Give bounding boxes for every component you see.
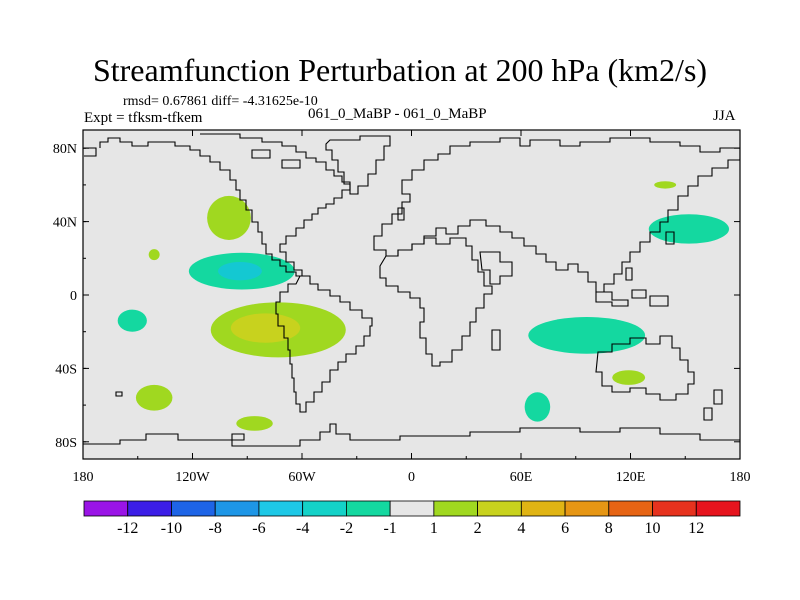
colorbar-box	[302, 500, 347, 517]
colorbar-label: 10	[645, 520, 661, 537]
colorbar-box	[127, 500, 172, 517]
colorbar-label: -4	[296, 520, 309, 537]
anomaly-southern-ocean-positive	[236, 416, 273, 431]
colorbar-label: -1	[383, 520, 396, 537]
plot-title: Streamfunction Perturbation at 200 hPa (…	[92, 52, 708, 88]
coastline-south-america	[275, 275, 373, 413]
colorbar-box	[520, 500, 566, 517]
lon-tick-label: 60E	[510, 470, 533, 485]
colorbar-box	[345, 500, 391, 517]
colorbar-box	[477, 500, 522, 517]
map-background	[83, 130, 740, 459]
coastline-japan	[625, 231, 675, 281]
coastline-arctic-islands	[84, 147, 301, 169]
anomaly-s-indian-negative	[524, 392, 551, 422]
colorbar-label: -2	[340, 520, 353, 537]
anomaly-indian-ocean-negative	[528, 317, 646, 354]
lon-tick-label: 0	[408, 470, 415, 485]
colorbar-box	[608, 500, 653, 517]
map-axes: 80N 40N 0 40S 80S 180 120W 60W 0 60E 120E 180	[53, 130, 751, 485]
anomaly-n-pacific-positive	[207, 195, 251, 240]
colorbar-box	[695, 500, 741, 517]
colorbar-box	[171, 500, 216, 517]
colorbar-box	[258, 500, 304, 517]
coastline-australia	[595, 335, 695, 401]
coastline-madagascar	[491, 329, 501, 351]
colorbar-label: -12	[117, 520, 138, 537]
colorbar-label: -8	[209, 520, 222, 537]
colorbar-label: 8	[605, 520, 613, 537]
coastline-uk	[397, 207, 405, 221]
anomaly-w-pacific-small-positive	[148, 249, 160, 261]
lat-tick-label: 40N	[53, 216, 77, 231]
lat-tick-label: 40S	[55, 362, 77, 377]
colorbar-box	[389, 500, 435, 517]
lat-tick-label: 80S	[55, 436, 77, 451]
coastline-antarctic-islands	[115, 391, 245, 441]
colorbar-box	[564, 500, 610, 517]
experiment-label: Expt = tfksm-tfkem	[84, 110, 203, 126]
lat-tick-label: 80N	[53, 142, 77, 157]
coastline-antarctica	[83, 423, 740, 447]
lon-tick-label: 180	[730, 470, 751, 485]
colorbar-box	[83, 500, 129, 517]
coastline-indonesia	[595, 289, 669, 307]
anomaly-s-pacific-small-positive	[135, 384, 173, 411]
coastline-arabia	[479, 251, 513, 285]
colorbar-box	[433, 500, 479, 517]
coastline-new-zealand	[703, 389, 723, 421]
colorbar-label: 4	[517, 520, 525, 537]
anomaly-e-asia-small-positive	[654, 181, 677, 189]
colorbar-label: -6	[252, 520, 265, 537]
colorbar-box	[652, 500, 697, 517]
lat-tick-label: 0	[70, 289, 77, 304]
colorbar-label: 1	[430, 520, 438, 537]
lon-tick-label: 180	[73, 470, 94, 485]
colorbar-label: 6	[561, 520, 569, 537]
anomaly-e-pacific-negative-core	[218, 261, 262, 281]
lon-tick-label: 120E	[616, 470, 646, 485]
lon-tick-label: 120W	[175, 470, 210, 485]
colorbar-label: 2	[474, 520, 482, 537]
colorbar: -12 -10 -8 -6 -4 -2 -1 1 2 4 6 8 10 12	[83, 500, 741, 537]
colorbar-box	[214, 500, 260, 517]
season-label: JJA	[713, 108, 736, 124]
anomaly-s-pacific-positive-core	[230, 313, 301, 343]
rmsd-diff-stats: rmsd= 0.67861 diff= -4.31625e-10	[123, 94, 318, 109]
coastlines	[83, 133, 740, 447]
colorbar-label: 12	[688, 520, 704, 537]
coastline-greenland	[325, 135, 391, 195]
anomaly-sw-pacific-negative	[117, 309, 147, 332]
coastline-africa	[379, 237, 493, 367]
anomaly-australia-positive	[612, 370, 646, 385]
case-label: 061_0_MaBP - 061_0_MaBP	[308, 106, 487, 122]
lon-tick-label: 60W	[288, 470, 316, 485]
anomaly-contours	[117, 181, 730, 431]
coastline-eurasia	[373, 137, 740, 293]
anomaly-n-pacific-east-negative	[648, 214, 730, 244]
colorbar-label: -10	[161, 520, 182, 537]
